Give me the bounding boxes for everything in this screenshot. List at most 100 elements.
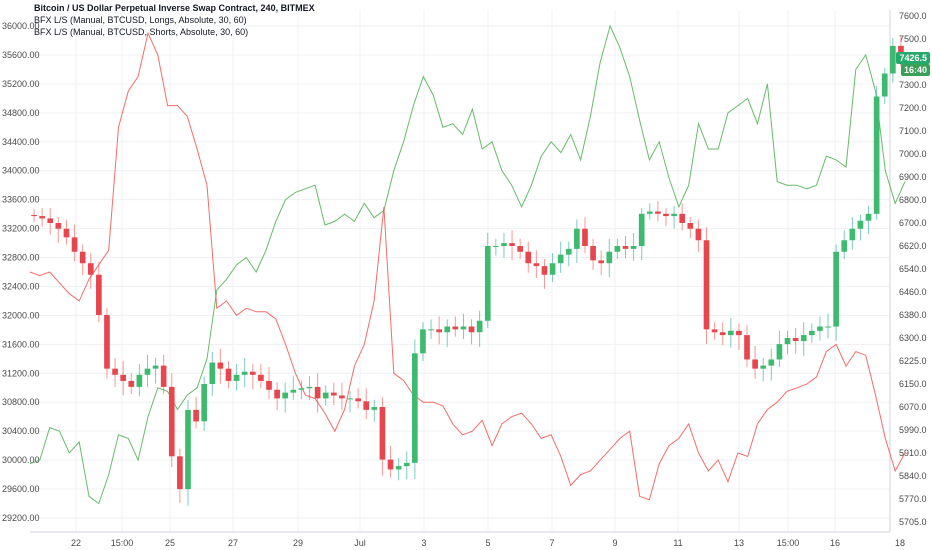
candle-body bbox=[63, 228, 70, 238]
candle-body bbox=[849, 228, 856, 241]
candle-body bbox=[638, 213, 645, 246]
candle-body bbox=[646, 211, 653, 214]
candle-body bbox=[452, 326, 459, 330]
candle-body bbox=[387, 459, 394, 470]
y-right-tick-label: 6150.0 bbox=[899, 379, 927, 389]
candle-body bbox=[47, 218, 54, 223]
candle-body bbox=[177, 456, 183, 490]
y-right-tick-label: 5840.0 bbox=[899, 471, 927, 481]
candle-body bbox=[655, 211, 661, 214]
y-left-tick-label: 30000.00 bbox=[2, 455, 40, 465]
last-price-tag: 7426.5 bbox=[896, 52, 930, 64]
candle-body bbox=[395, 466, 402, 470]
x-tick-label: 16 bbox=[830, 538, 840, 548]
candle-body bbox=[808, 330, 815, 336]
candle-body bbox=[752, 359, 758, 369]
candle-body bbox=[873, 96, 880, 214]
candle-body bbox=[322, 392, 329, 399]
y-right-tick-label: 5910.0 bbox=[899, 448, 927, 458]
y-left-tick-label: 31600.00 bbox=[2, 339, 40, 349]
candle-body bbox=[403, 462, 410, 467]
y-right-tick-label: 7000.0 bbox=[899, 149, 927, 159]
x-tick-label: Jul bbox=[354, 538, 366, 548]
y-left-tick-label: 30800.00 bbox=[2, 397, 40, 407]
x-tick-label: 13 bbox=[734, 538, 744, 548]
candle-body bbox=[792, 338, 799, 342]
y-left-tick-label: 33200.00 bbox=[2, 224, 40, 234]
y-right-tick-label: 6700.0 bbox=[899, 218, 927, 228]
y-right-tick-label: 7100.0 bbox=[899, 126, 927, 136]
candle-body bbox=[614, 246, 621, 252]
y-right-tick-label: 6300.0 bbox=[899, 333, 927, 343]
candle-body bbox=[436, 329, 442, 333]
y-left-tick-label: 34800.00 bbox=[2, 108, 40, 118]
candle-body bbox=[582, 228, 588, 246]
candle-body bbox=[825, 326, 831, 328]
candle-body bbox=[890, 45, 896, 74]
candle-body bbox=[736, 330, 742, 336]
candle-body bbox=[71, 237, 78, 252]
x-tick-label: 25 bbox=[165, 538, 175, 548]
candle-body bbox=[493, 246, 499, 247]
x-tick-label: 9 bbox=[612, 538, 617, 548]
y-right-tick-label: 6540.0 bbox=[899, 264, 927, 274]
candle-body bbox=[225, 368, 232, 381]
candle-body bbox=[460, 326, 467, 330]
candle-body bbox=[379, 407, 386, 460]
x-tick-label: 15:00 bbox=[777, 538, 800, 548]
candle-body bbox=[525, 251, 532, 264]
candle-body bbox=[549, 263, 556, 275]
y-right-tick-label: 6460.0 bbox=[899, 287, 927, 297]
x-tick-label: 5 bbox=[485, 538, 490, 548]
candle-body bbox=[857, 220, 864, 229]
candle-body bbox=[160, 365, 167, 387]
y-left-tick-label: 36000.00 bbox=[2, 21, 40, 31]
y-right-tick-label: 6070.0 bbox=[899, 402, 927, 412]
candle-body bbox=[420, 329, 426, 354]
candle-body bbox=[574, 228, 580, 249]
candle-body bbox=[371, 407, 378, 410]
candle-body bbox=[703, 240, 710, 330]
y-right-tick-label: 6380.0 bbox=[899, 310, 927, 320]
candle-body bbox=[833, 251, 839, 327]
candle-body bbox=[217, 362, 224, 369]
x-tick-label: 29 bbox=[293, 538, 303, 548]
y-right-tick-label: 6800.0 bbox=[899, 195, 927, 205]
candle-body bbox=[557, 254, 564, 264]
candle-body bbox=[31, 214, 37, 217]
candle-body bbox=[622, 246, 629, 249]
candle-body bbox=[468, 326, 475, 333]
x-tick-label: 7 bbox=[549, 538, 554, 548]
candle-body bbox=[193, 409, 199, 422]
candle-body bbox=[209, 362, 216, 384]
candle-body bbox=[606, 251, 613, 264]
candle-body bbox=[290, 389, 297, 393]
y-right-tick-label: 5705.0 bbox=[899, 517, 927, 527]
candle-body bbox=[274, 389, 280, 399]
x-tick-label: 3 bbox=[421, 538, 426, 548]
y-right-tick-label: 5770.0 bbox=[899, 494, 927, 504]
candle-body bbox=[768, 359, 775, 366]
legend: Bitcoin / US Dollar Perpetual Inverse Sw… bbox=[34, 2, 315, 38]
y-left-tick-label: 30400.00 bbox=[2, 426, 40, 436]
y-right-tick-label: 6900.0 bbox=[899, 172, 927, 182]
y-left-tick-label: 35600.00 bbox=[2, 50, 40, 60]
candle-body bbox=[104, 315, 110, 369]
y-right-tick-label: 5990.0 bbox=[899, 425, 927, 435]
y-left-tick-label: 31200.00 bbox=[2, 368, 40, 378]
candle-body bbox=[598, 260, 605, 264]
candle-body bbox=[330, 392, 337, 396]
candle-body bbox=[744, 335, 750, 360]
candle-body bbox=[79, 251, 86, 264]
candle-body bbox=[663, 213, 669, 217]
legend-shorts: BFX L/S (Manual, BTCUSD, Shorts, Absolut… bbox=[34, 27, 249, 37]
candle-body bbox=[355, 398, 361, 402]
candle-body bbox=[249, 371, 256, 375]
candle-body bbox=[282, 392, 289, 399]
candle-body bbox=[679, 213, 686, 223]
candle-body bbox=[347, 398, 353, 400]
candle-body bbox=[258, 374, 264, 381]
candle-body bbox=[800, 335, 807, 342]
